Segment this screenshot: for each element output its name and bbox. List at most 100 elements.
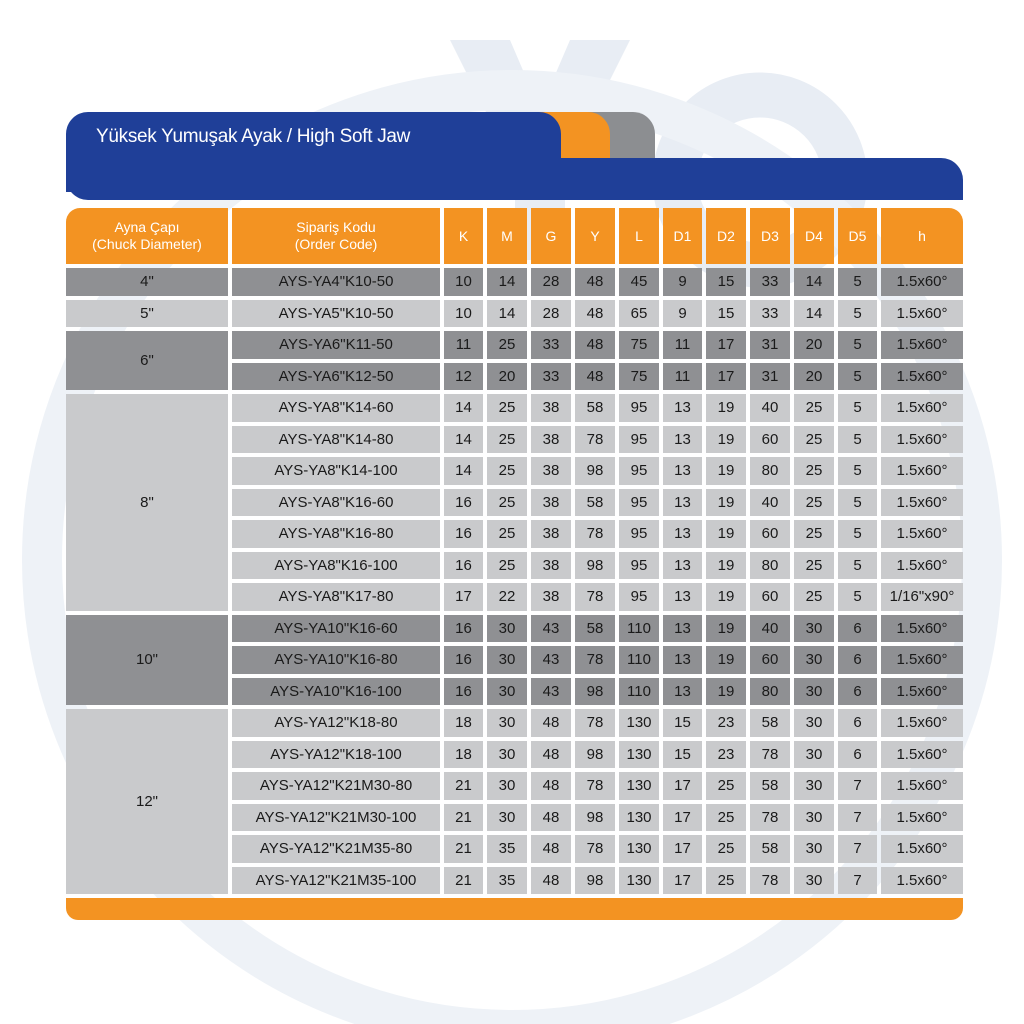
cell-text-line: Sipariş Kodu [296,219,376,235]
dimension-cell: 20 [794,331,834,359]
dimension-cell: 19 [706,394,746,422]
dimension-cell: 28 [531,299,571,327]
dimension-cell: 25 [706,866,746,894]
dimension-cell: 95 [619,520,659,548]
dimension-cell: 38 [531,457,571,485]
dimension-cell: 11 [663,362,702,390]
cell-text-line: AYS-YA8"K14-60 [278,399,394,417]
cell-text-line: 80 [761,556,779,574]
dimension-cell: 95 [619,457,659,485]
cell-text-line: 6 [853,714,862,732]
cell-text-line: 1.5x60° [896,304,948,322]
dimension-cell: 13 [663,425,702,453]
dimension-cell: 48 [575,268,615,296]
cell-text-line: 43 [542,651,560,669]
cell-text-line: 75 [630,336,648,354]
dimension-cell: 30 [487,772,527,800]
dimension-cell: 33 [750,299,790,327]
cell-text-line: AYS-YA8"K16-100 [274,556,398,574]
dimension-cell: 5 [838,394,877,422]
cell-text-line: Ayna Çapı [114,219,180,235]
dimension-cell: 1.5x60° [881,646,963,674]
cell-text-line: 1.5x60° [896,840,948,858]
cell-text-line: 30 [805,745,823,763]
cell-text-line: AYS-YA4"K10-50 [278,273,394,291]
cell-text-line: 38 [542,430,560,448]
cell-text-line: 98 [586,808,604,826]
cell-text-line: 11 [674,336,691,354]
cell-text-line: 33 [761,273,779,291]
dimension-cell: 48 [575,331,615,359]
dimension-cell: 130 [619,740,659,768]
cell-text-line: 30 [805,871,823,889]
chuck-diameter-cell: 4" [66,268,228,296]
dimension-cell: 19 [706,488,746,516]
order-code-cell: AYS-YA4"K10-50 [232,268,440,296]
cell-text-line: AYS-YA8"K16-60 [278,493,394,511]
dimension-cell: 25 [706,772,746,800]
cell-text-line: 30 [805,808,823,826]
dimension-cell: 15 [663,709,702,737]
cell-text-line: 25 [805,430,823,448]
cell-text-line: 78 [586,525,604,543]
order-code-cell: AYS-YA12"K21M35-100 [232,866,440,894]
cell-text-line: 19 [717,682,735,700]
dimension-cell: 16 [444,677,483,705]
dimension-cell: 38 [531,394,571,422]
dimension-cell: 31 [750,362,790,390]
dimension-cell: 30 [794,835,834,863]
order-code-cell: AYS-YA10"K16-60 [232,614,440,642]
cell-text-line: 4" [140,273,154,291]
cell-text-line: 130 [626,777,652,795]
cell-text-line: 48 [542,808,560,826]
dimension-cell: 18 [444,740,483,768]
cell-text-line: 13 [674,588,691,606]
cell-text-line: 17 [674,777,691,795]
cell-text-line: 6 [853,745,862,763]
dimension-cell: 17 [706,362,746,390]
dimension-cell: 6 [838,614,877,642]
cell-text-line: M [501,227,513,244]
order-code-cell: AYS-YA8"K17-80 [232,583,440,611]
dimension-cell: 30 [794,646,834,674]
dimension-cell: 5 [838,457,877,485]
dimension-cell: 13 [663,520,702,548]
dimension-cell: 11 [663,331,702,359]
cell-text-line: 1.5x60° [896,714,948,732]
dimension-cell: 19 [706,583,746,611]
dimension-cell: 7 [838,803,877,831]
dimension-cell: 25 [794,488,834,516]
table-footer-bar [66,898,963,920]
dimension-cell: 13 [663,646,702,674]
cell-text-line: 95 [630,430,648,448]
dimension-cell: 18 [444,709,483,737]
dimension-cell: 1.5x60° [881,299,963,327]
dimension-cell: 33 [531,362,571,390]
cell-text-line: L [635,227,643,244]
cell-text-line: 38 [542,493,560,511]
dimension-cell: 1.5x60° [881,394,963,422]
dimension-cell: 98 [575,457,615,485]
cell-text-line: 15 [717,304,735,322]
cell-text-line: 35 [498,871,516,889]
dimension-cell: 13 [663,614,702,642]
dimension-cell: 38 [531,425,571,453]
column-header: Sipariş Kodu (Order Code) [232,208,440,264]
cell-text-line: 48 [586,367,604,385]
dimension-cell: 31 [750,331,790,359]
chuck-diameter-cell: 6" [66,331,228,390]
dimension-cell: 1.5x60° [881,425,963,453]
cell-text-line: 19 [717,462,735,480]
dimension-cell: 25 [794,394,834,422]
cell-text-line: 40 [761,493,779,511]
dimension-cell: 14 [444,425,483,453]
cell-text-line: 10" [135,651,158,669]
cell-text-line: 28 [542,304,560,322]
dimension-cell: 58 [750,835,790,863]
cell-text-line: 38 [542,399,560,417]
cell-text-line: 48 [542,745,560,763]
dimension-cell: 30 [794,740,834,768]
order-code-cell: AYS-YA12"K21M30-80 [232,772,440,800]
cell-text-line: 16 [455,525,472,543]
dimension-cell: 30 [487,677,527,705]
